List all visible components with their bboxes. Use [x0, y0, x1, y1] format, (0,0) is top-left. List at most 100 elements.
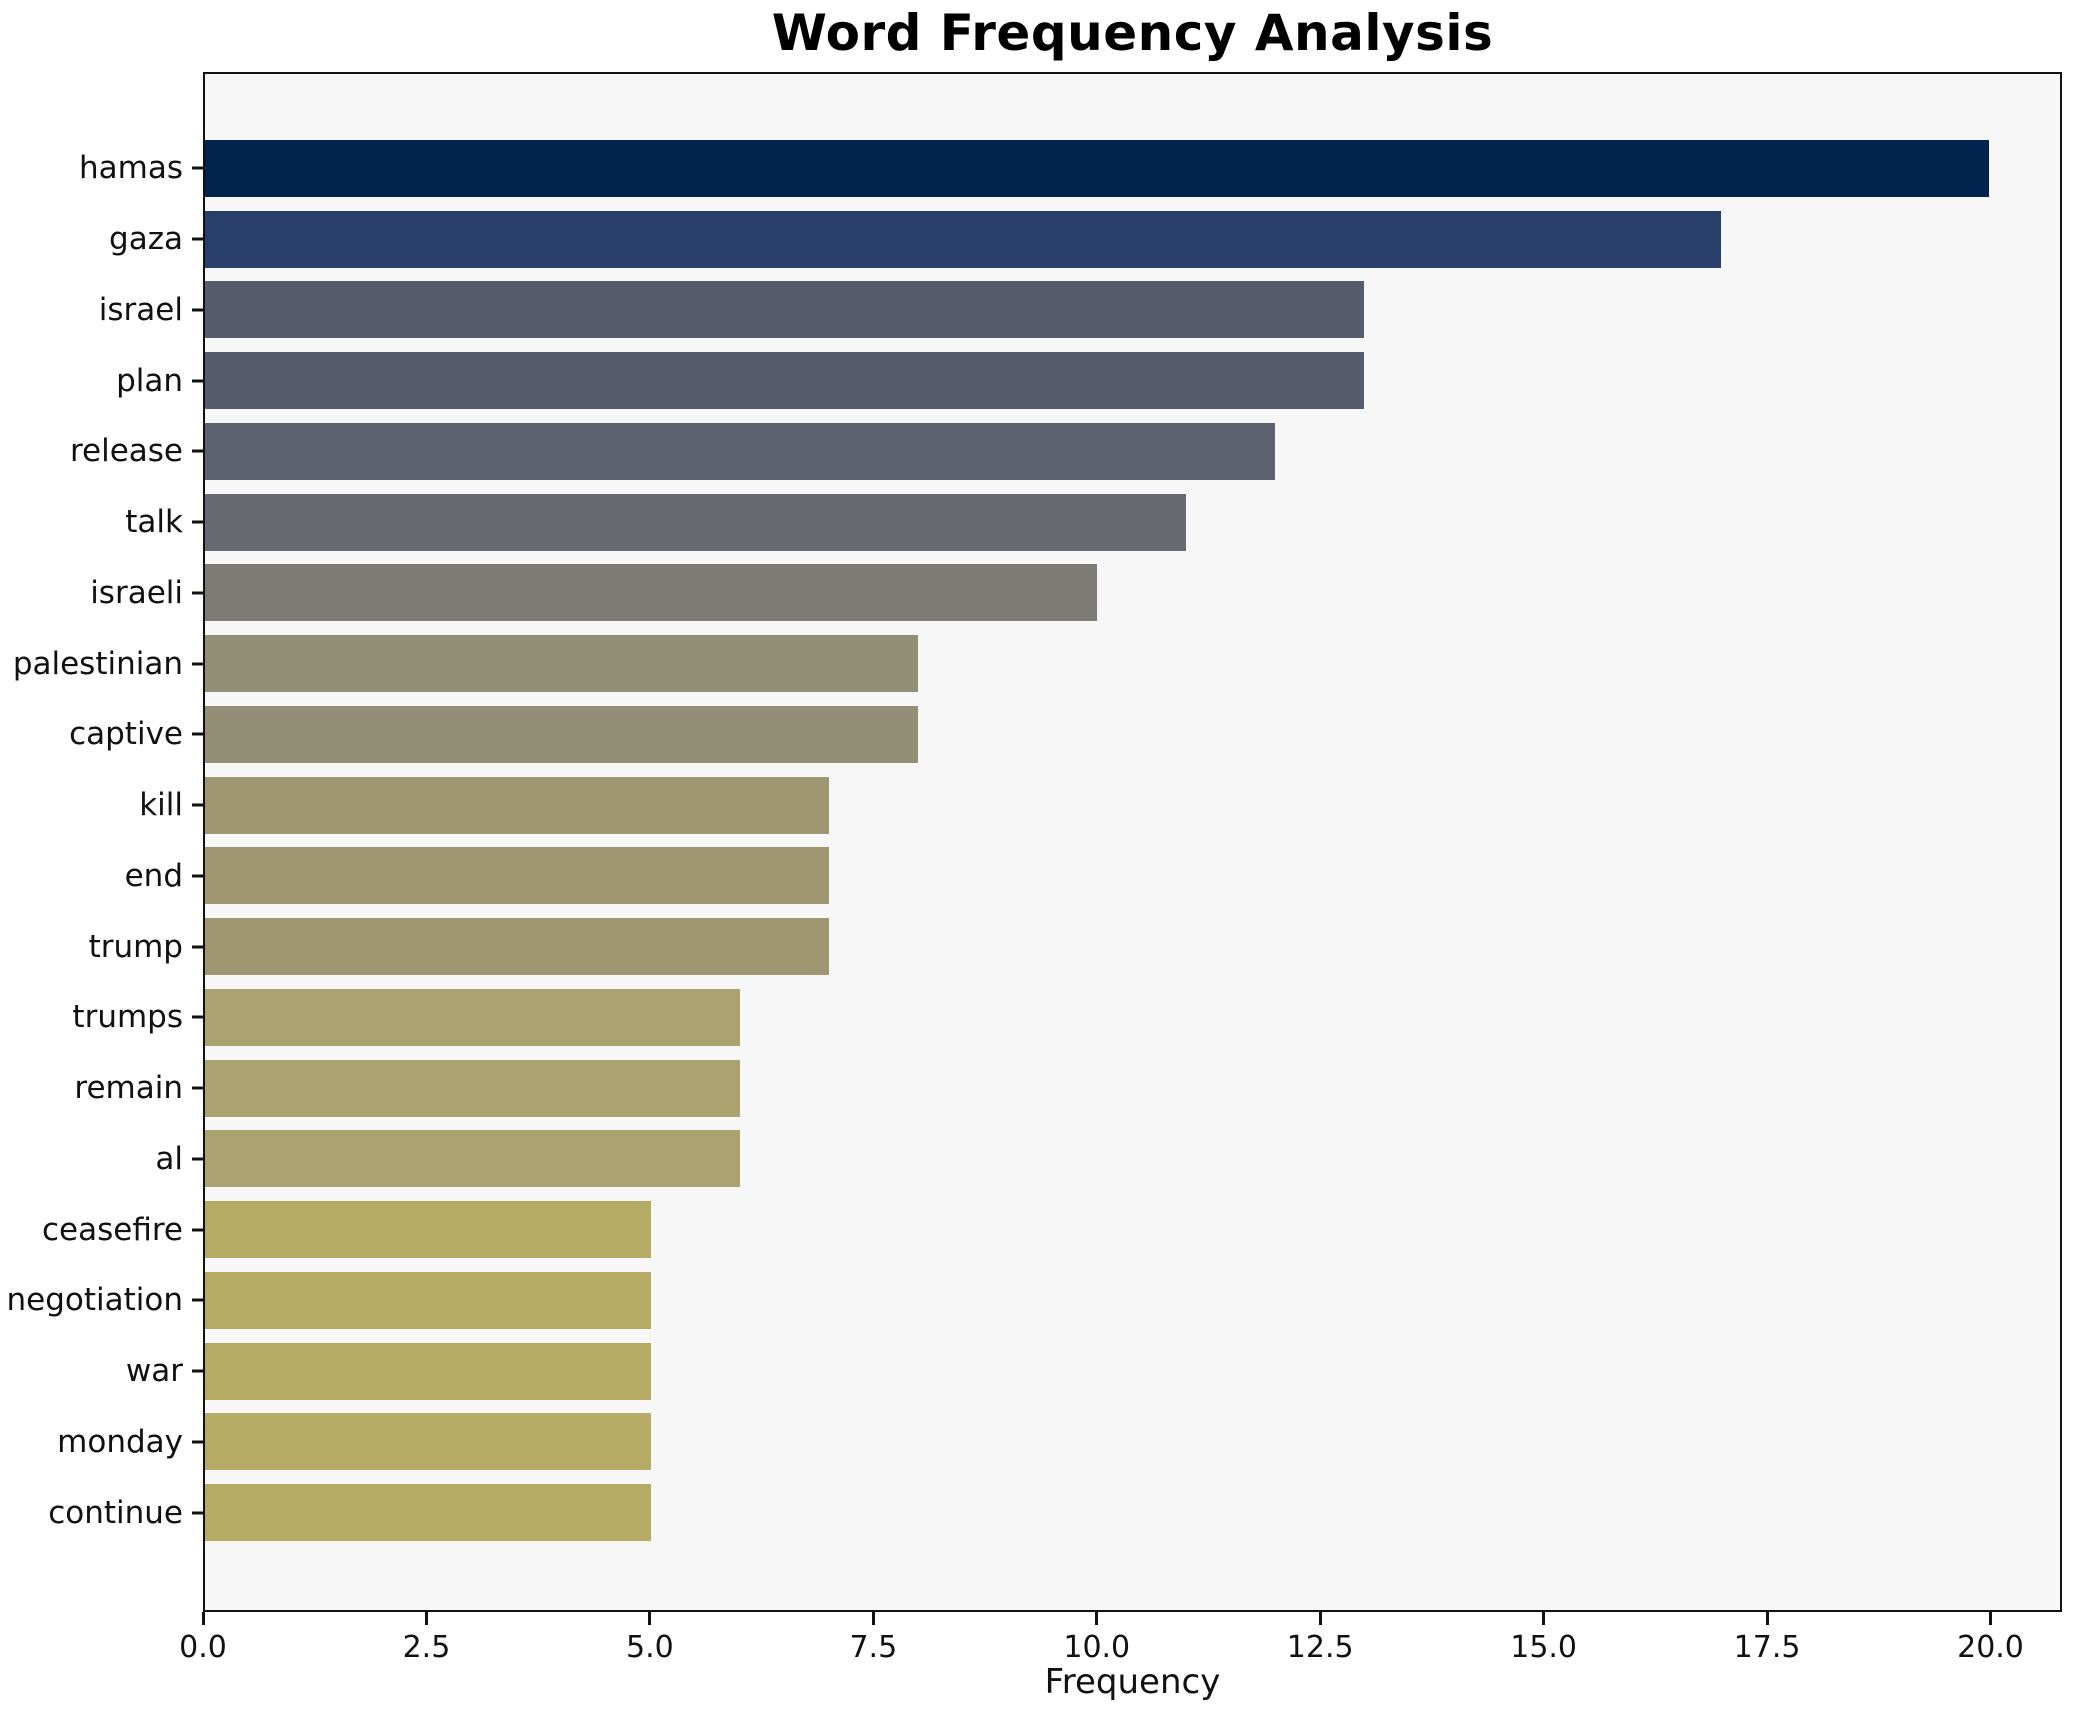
y-tick-label: captive [69, 716, 183, 753]
x-tick [648, 1612, 652, 1625]
y-tick [192, 1369, 205, 1373]
bar-row: israeli [90, 558, 2060, 629]
y-tick-label: israeli [90, 574, 183, 611]
bar-row: kill [139, 770, 2060, 841]
bar [205, 1271, 651, 1329]
bar-row: al [155, 1124, 2060, 1195]
x-axis: 0.0 2.5 5.0 7.5 10.0 12.5 15.0 17.5 20.0 [179, 1612, 2062, 1682]
y-tick-label: hamas [79, 150, 183, 187]
bar-row: trumps [72, 982, 2060, 1053]
bar [205, 1413, 651, 1471]
y-tick [192, 379, 205, 383]
y-tick [192, 1228, 205, 1232]
x-tick [1989, 1612, 1992, 1625]
y-tick [192, 520, 205, 524]
x-tick [1765, 1612, 1769, 1625]
bar [205, 139, 1989, 197]
x-tick-label: 7.5 [849, 1630, 898, 1665]
y-tick [192, 237, 205, 241]
y-tick [192, 945, 205, 949]
y-tick [192, 449, 205, 453]
x-tick [1542, 1612, 1546, 1625]
y-tick-label: talk [125, 504, 183, 541]
chart-title: Word Frequency Analysis [771, 4, 1494, 62]
y-tick-label: release [69, 433, 183, 470]
y-tick [192, 803, 205, 807]
y-tick-label: end [124, 857, 183, 894]
bar [205, 988, 741, 1046]
bar-row: monday [57, 1407, 2060, 1478]
y-tick [192, 1298, 205, 1302]
x-tick-label: 2.5 [402, 1630, 451, 1665]
x-tick-label: 12.5 [1286, 1630, 1354, 1665]
bar [205, 352, 1365, 410]
x-tick-label: 15.0 [1510, 1630, 1578, 1665]
x-tick-label: 5.0 [626, 1630, 674, 1665]
x-tick-label: 20.0 [1957, 1630, 2024, 1665]
x-tick [424, 1612, 428, 1625]
y-tick [192, 662, 205, 666]
bar [205, 281, 1365, 339]
bar-row: hamas [79, 133, 2060, 204]
bar-row: israel [99, 275, 2060, 346]
bar [205, 493, 1186, 551]
y-tick [192, 1015, 205, 1019]
bar [205, 847, 830, 905]
y-tick-label: war [125, 1353, 183, 1390]
bar-row: trump [89, 911, 2060, 982]
x-axis-label: Frequency [1044, 1662, 1221, 1702]
y-tick-label: gaza [109, 221, 183, 258]
bar-row: release [70, 416, 2060, 487]
y-tick [192, 591, 205, 595]
y-tick [192, 1157, 205, 1161]
bar-row: talk [125, 487, 2060, 558]
bar-row: gaza [109, 204, 2060, 275]
y-tick [192, 166, 205, 170]
y-tick [192, 874, 205, 878]
bar [205, 1342, 651, 1400]
y-tick-label: plan [116, 362, 183, 399]
y-tick [192, 1440, 205, 1444]
bar-row: ceasefire [42, 1194, 2060, 1265]
y-tick [192, 1511, 205, 1515]
y-tick-label: israel [98, 291, 183, 328]
bar-row: continue [48, 1477, 2060, 1548]
bar-row: war [126, 1336, 2060, 1407]
bar-row: captive [69, 699, 2060, 770]
bar-row: end [125, 841, 2060, 912]
y-tick-label: kill [139, 787, 183, 824]
y-tick [192, 732, 205, 736]
x-tick-label: 10.0 [1063, 1630, 1131, 1665]
x-tick [1318, 1612, 1322, 1625]
bar [205, 705, 919, 763]
y-tick-label: trumps [72, 999, 183, 1036]
bar-row: palestinian [13, 628, 2060, 699]
bar-row: negotiation [6, 1265, 2060, 1336]
bar-row: remain [74, 1053, 2060, 1124]
x-tick [201, 1612, 205, 1625]
x-tick [871, 1612, 875, 1625]
x-tick-label: 0.0 [179, 1630, 227, 1665]
y-tick-label: continue [48, 1494, 183, 1531]
x-tick-label: 17.5 [1733, 1630, 1801, 1665]
bar [205, 1059, 741, 1117]
bar [205, 1484, 651, 1542]
bar-rows: hamas gaza israel plan release talk israeli pal… [6, 133, 2060, 1548]
y-tick-label: trump [88, 928, 183, 965]
bar [205, 635, 919, 693]
bar [205, 564, 1097, 622]
bar [205, 918, 830, 976]
y-tick-label: palestinian [12, 645, 183, 682]
bar-row: plan [116, 345, 2060, 416]
y-tick-label: ceasefire [42, 1211, 183, 1248]
bar [205, 776, 830, 834]
y-tick-label: al [155, 1140, 183, 1177]
plot-area: hamas gaza israel plan release talk israeli pal… [6, 72, 2062, 1612]
y-tick [192, 1086, 205, 1090]
y-tick-label: monday [57, 1423, 183, 1460]
bar [205, 210, 1722, 268]
bar [205, 1130, 741, 1188]
y-tick-label: remain [74, 1070, 183, 1107]
bar [205, 1201, 651, 1259]
